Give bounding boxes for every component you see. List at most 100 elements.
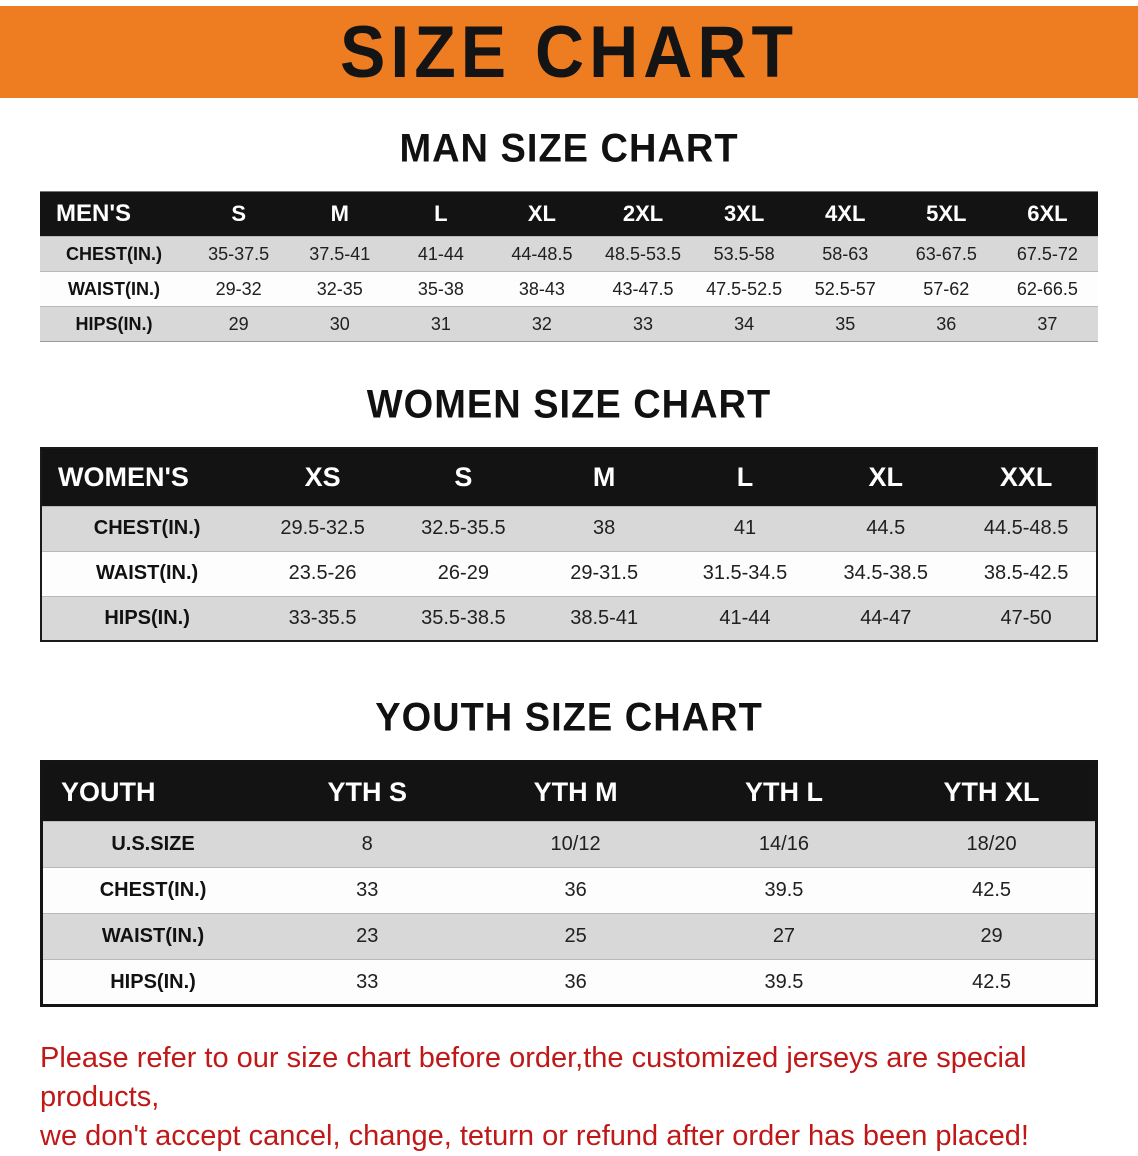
size-value: 34.5-38.5 [815, 550, 957, 596]
youth-size-section: YOUTH SIZE CHART YOUTH YTH S YTH M YTH L YTH… [40, 695, 1098, 1007]
disclaimer-note: Please refer to our size chart before or… [40, 1039, 1098, 1156]
row-label: CHEST(IN.) [40, 236, 189, 272]
table-corner-label: WOMEN'S [41, 448, 253, 506]
table-row: CHEST(IN.) 35-37.5 37.5-41 41-44 44-48.5 48.5… [40, 236, 1098, 272]
size-value: 8 [263, 821, 472, 868]
size-value: 38.5-42.5 [956, 550, 1097, 596]
size-column-header: L [390, 191, 492, 237]
size-value: 38 [533, 505, 675, 551]
size-value: 38-43 [491, 271, 593, 307]
youth-section-heading: YOUTH SIZE CHART [375, 695, 763, 741]
size-value: 32-35 [289, 271, 391, 307]
table-header-row: YOUTH YTH S YTH M YTH L YTH XL [41, 761, 1097, 822]
women-size-table: WOMEN'S XS S M L XL XXL CHEST(IN.) 29.5-32.5 32.5… [40, 447, 1098, 642]
size-value: 23.5-26 [252, 550, 393, 596]
size-column-header: S [188, 191, 290, 237]
content-area: MAN SIZE CHART MEN'S S M L XL 2XL 3XL 4XL 5XL 6XL… [0, 126, 1138, 1156]
size-column-header: M [533, 448, 675, 506]
size-value: 29-31.5 [533, 550, 675, 596]
size-value: 23 [263, 913, 472, 960]
size-column-header: 6XL [996, 191, 1098, 237]
size-value: 39.5 [679, 867, 889, 914]
size-value: 29 [888, 913, 1097, 960]
size-value: 41-44 [390, 236, 492, 272]
size-value: 37.5-41 [289, 236, 391, 272]
size-value: 44-48.5 [491, 236, 593, 272]
size-value: 47.5-52.5 [693, 271, 795, 307]
size-value: 57-62 [895, 271, 997, 307]
disclaimer-line-2: we don't accept cancel, change, teturn o… [40, 1120, 1029, 1153]
size-value: 35 [794, 306, 896, 342]
size-value: 52.5-57 [794, 271, 896, 307]
table-header-row: WOMEN'S XS S M L XL XXL [41, 448, 1097, 506]
size-value: 44.5-48.5 [956, 505, 1097, 551]
size-value: 35-37.5 [188, 236, 290, 272]
size-value: 44.5 [815, 505, 957, 551]
row-label: CHEST(IN.) [41, 505, 253, 551]
table-row: U.S.SIZE 8 10/12 14/16 18/20 [41, 821, 1097, 868]
size-value: 43-47.5 [592, 271, 694, 307]
row-label: WAIST(IN.) [41, 550, 253, 596]
size-value: 62-66.5 [996, 271, 1098, 307]
row-label: WAIST(IN.) [40, 271, 189, 307]
size-value: 26-29 [392, 550, 534, 596]
table-row: HIPS(IN.) 33-35.5 35.5-38.5 38.5-41 41-44 44-… [41, 595, 1097, 641]
size-value: 44-47 [815, 595, 957, 641]
size-value: 30 [289, 306, 391, 342]
size-value: 32.5-35.5 [392, 505, 534, 551]
size-value: 33 [592, 306, 694, 342]
size-value: 36 [471, 959, 680, 1006]
size-value: 14/16 [679, 821, 889, 868]
table-row: WAIST(IN.) 23.5-26 26-29 29-31.5 31.5-34.5 34… [41, 550, 1097, 596]
size-column-header: YTH XL [888, 761, 1097, 822]
size-value: 67.5-72 [996, 236, 1098, 272]
size-column-header: 3XL [693, 191, 795, 237]
men-section-heading: MAN SIZE CHART [399, 126, 739, 172]
size-value: 29 [188, 306, 290, 342]
table-header-row: MEN'S S M L XL 2XL 3XL 4XL 5XL 6XL [40, 191, 1098, 237]
size-chart-banner: SIZE CHART [0, 6, 1138, 98]
size-column-header: XS [252, 448, 393, 506]
size-column-header: XXL [956, 448, 1097, 506]
size-value: 25 [471, 913, 680, 960]
size-value: 39.5 [679, 959, 889, 1006]
size-column-header: XL [815, 448, 957, 506]
men-size-table: MEN'S S M L XL 2XL 3XL 4XL 5XL 6XL CHEST(IN.) 35-37… [40, 191, 1098, 342]
table-row: CHEST(IN.) 33 36 39.5 42.5 [41, 867, 1097, 914]
table-row: CHEST(IN.) 29.5-32.5 32.5-35.5 38 41 44.5 44.5… [41, 505, 1097, 551]
size-column-header: 5XL [895, 191, 997, 237]
size-value: 42.5 [888, 959, 1097, 1006]
page-title: SIZE CHART [340, 10, 798, 94]
size-value: 47-50 [956, 595, 1097, 641]
size-value: 29.5-32.5 [252, 505, 393, 551]
table-row: HIPS(IN.) 33 36 39.5 42.5 [41, 959, 1097, 1006]
disclaimer-line-1: Please refer to our size chart before or… [40, 1042, 1027, 1114]
table-row: WAIST(IN.) 29-32 32-35 35-38 38-43 43-47.5 47.… [40, 271, 1098, 307]
size-value: 34 [693, 306, 795, 342]
size-column-header: 4XL [794, 191, 896, 237]
size-value: 33 [263, 959, 472, 1006]
size-value: 41-44 [674, 595, 816, 641]
size-column-header: 2XL [592, 191, 694, 237]
size-column-header: L [674, 448, 816, 506]
row-label: HIPS(IN.) [41, 595, 253, 641]
table-row: HIPS(IN.) 29 30 31 32 33 34 35 36 37 [40, 306, 1098, 342]
size-value: 18/20 [888, 821, 1097, 868]
size-value: 35.5-38.5 [392, 595, 534, 641]
size-value: 42.5 [888, 867, 1097, 914]
youth-size-table: YOUTH YTH S YTH M YTH L YTH XL U.S.SIZE 8 10/12… [40, 760, 1098, 1007]
size-value: 27 [679, 913, 889, 960]
size-column-header: YTH M [471, 761, 680, 822]
table-corner-label: YOUTH [41, 761, 264, 822]
size-value: 36 [895, 306, 997, 342]
size-column-header: XL [491, 191, 593, 237]
size-value: 63-67.5 [895, 236, 997, 272]
size-value: 36 [471, 867, 680, 914]
size-value: 35-38 [390, 271, 492, 307]
size-column-header: YTH L [679, 761, 889, 822]
table-row: WAIST(IN.) 23 25 27 29 [41, 913, 1097, 960]
size-value: 31 [390, 306, 492, 342]
size-value: 41 [674, 505, 816, 551]
size-value: 53.5-58 [693, 236, 795, 272]
